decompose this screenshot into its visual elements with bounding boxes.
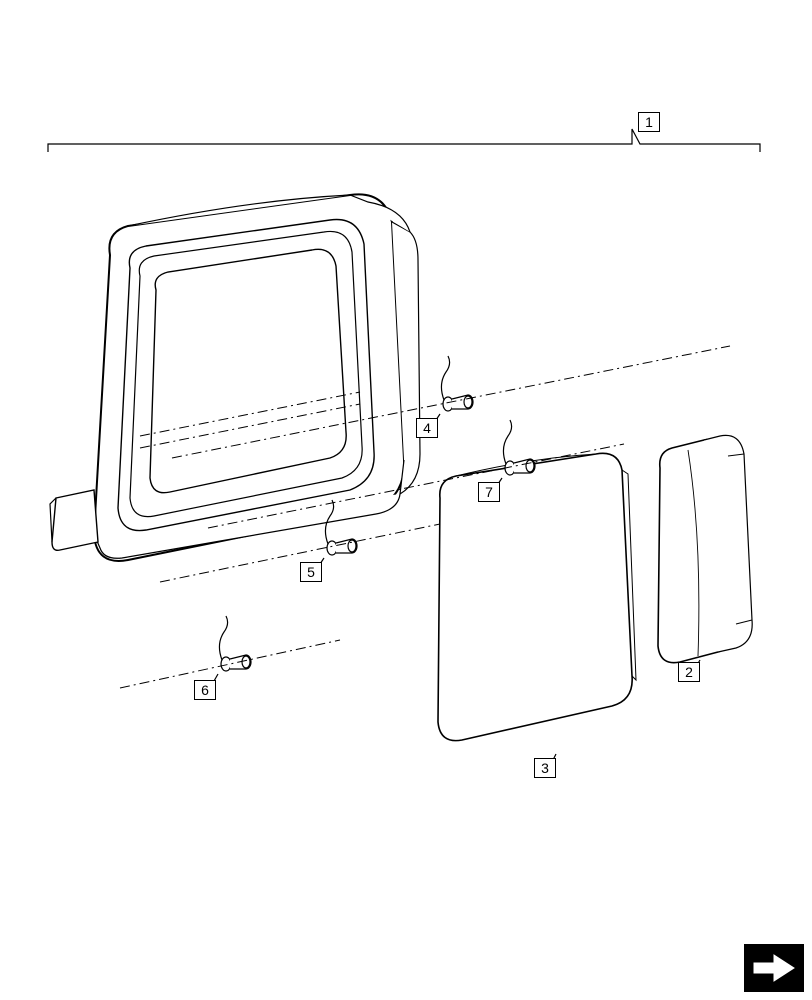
callout-5: 5 <box>300 562 322 582</box>
bracket-group <box>48 129 760 152</box>
next-page-button[interactable] <box>744 944 804 992</box>
arrow-right-icon <box>752 951 796 985</box>
callout-1: 1 <box>638 112 660 132</box>
exploded-view-drawing <box>0 0 812 1000</box>
bulb-7 <box>503 420 535 475</box>
callout-2: 2 <box>678 662 700 682</box>
side-cover <box>658 435 752 662</box>
callout-4: 4 <box>416 418 438 438</box>
callout-6: 6 <box>194 680 216 700</box>
callout-7: 7 <box>478 482 500 502</box>
callout-3: 3 <box>534 758 556 778</box>
bulb-6 <box>219 616 251 671</box>
lens-panel <box>436 453 636 740</box>
bulb-4 <box>441 356 473 411</box>
housing-body <box>50 194 420 561</box>
